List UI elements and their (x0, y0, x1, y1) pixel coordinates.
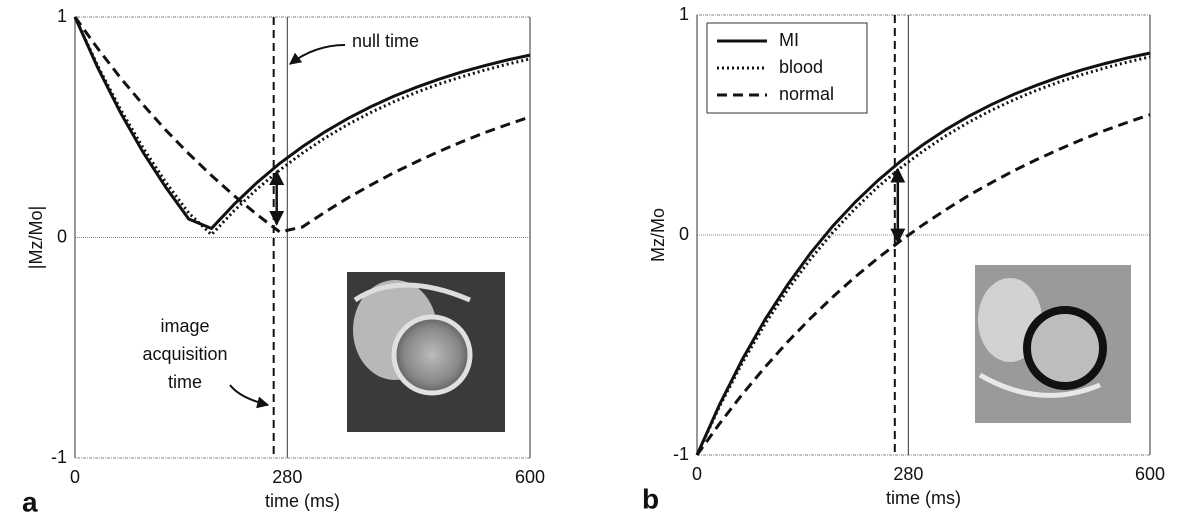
x-tick-label: 280 (272, 467, 302, 487)
x-tick-label: 0 (692, 464, 702, 484)
panel-label: b (642, 483, 659, 514)
y-tick-label: 1 (679, 4, 689, 24)
y-tick-label: -1 (673, 444, 689, 464)
inset-image (347, 272, 505, 432)
y-axis-label: Mz/Mo (648, 208, 668, 262)
x-tick-label: 0 (70, 467, 80, 487)
annotation: image (160, 316, 209, 336)
annotation-arrow (229, 384, 270, 409)
x-tick-label: 600 (1135, 464, 1165, 484)
annotation: null time (352, 31, 419, 51)
y-tick-label: 0 (679, 224, 689, 244)
annotation: time (168, 372, 202, 392)
series-line (695, 113, 1151, 456)
x-axis-label: time (ms) (265, 491, 340, 511)
legend-label: blood (779, 57, 823, 77)
x-tick-label: 600 (515, 467, 545, 487)
series-line (73, 16, 531, 231)
y-tick-label: 1 (57, 6, 67, 26)
x-tick-label: 280 (893, 464, 923, 484)
annotation: acquisition (142, 344, 227, 364)
series-line (695, 51, 1151, 456)
y-tick-label: 0 (57, 226, 67, 246)
series-line (695, 55, 1151, 456)
series-line (73, 16, 531, 234)
legend-label: MI (779, 30, 799, 50)
legend-label: normal (779, 84, 834, 104)
annotation-arrow (289, 44, 346, 65)
panel-label: a (22, 486, 38, 517)
inset-image (975, 265, 1131, 423)
y-axis-label: |Mz/Mo| (26, 206, 46, 269)
series-line (73, 16, 531, 237)
x-axis-label: time (ms) (886, 488, 961, 508)
y-tick-label: -1 (51, 447, 67, 467)
